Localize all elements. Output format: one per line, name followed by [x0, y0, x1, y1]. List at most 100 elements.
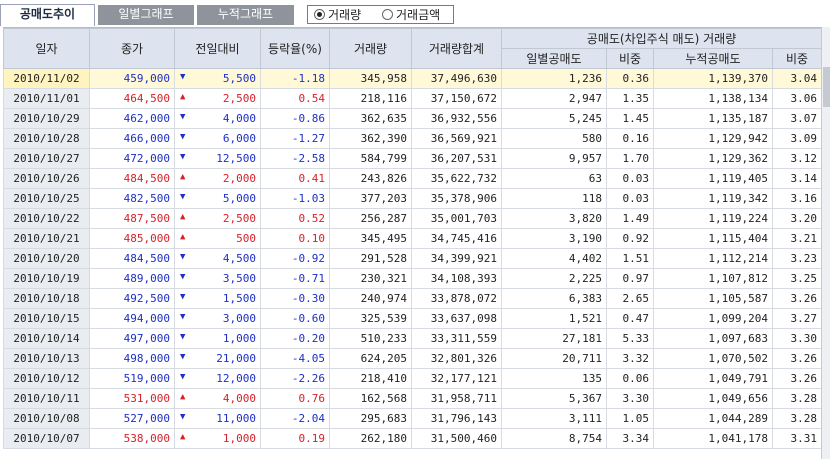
cumulative-volume-cell: 33,311,559: [411, 328, 502, 349]
change-cell: ▼ 21,000: [174, 348, 261, 369]
close-cell: 484,500: [89, 168, 175, 189]
change-value: 11,000: [216, 412, 256, 425]
cumulative-ratio-cell: 3.20: [771, 208, 823, 229]
table-row[interactable]: 2010/10/25 482,500 ▼ 5,000 -1.03 377,203 35,37…: [3, 188, 823, 209]
change-cell: ▲ 2,000: [174, 168, 261, 189]
tab-cumulative-graph[interactable]: 누적그래프: [197, 5, 294, 25]
date-cell: 2010/11/02: [3, 68, 90, 89]
close-cell: 485,000: [89, 228, 175, 249]
close-cell: 487,500: [89, 208, 175, 229]
header-rate[interactable]: 등락율(%): [260, 28, 330, 69]
cumulative-ratio-cell: 3.25: [771, 268, 823, 289]
volume-cell: 218,116: [329, 88, 412, 109]
daily-ratio-cell: 0.36: [606, 68, 654, 89]
cumulative-volume-cell: 37,496,630: [411, 68, 502, 89]
cumulative-short-cell: 1,049,791: [653, 368, 773, 389]
cumulative-short-cell: 1,070,502: [653, 348, 773, 369]
table-row[interactable]: 2010/10/14 497,000 ▼ 1,000 -0.20 510,233 33,31…: [3, 328, 823, 349]
rate-cell: 0.19: [260, 428, 330, 449]
cumulative-ratio-cell: 3.06: [771, 88, 823, 109]
cumulative-volume-cell: 36,569,921: [411, 128, 502, 149]
down-arrow-icon: ▼: [180, 152, 186, 162]
cumulative-ratio-cell: 3.07: [771, 108, 823, 129]
volume-cell: 362,390: [329, 128, 412, 149]
close-cell: 464,500: [89, 88, 175, 109]
volume-cell: 162,568: [329, 388, 412, 409]
radio-volume[interactable]: 거래량: [314, 8, 361, 22]
vertical-scrollbar[interactable]: [821, 27, 830, 459]
short-selling-table: 일자 종가 전일대비 등락율(%) 거래량 거래량합계 공매도(차입주식 매도)…: [3, 27, 823, 449]
cumulative-volume-cell: 34,745,416: [411, 228, 502, 249]
cumulative-volume-cell: 35,378,906: [411, 188, 502, 209]
radio-unchecked-icon: [382, 9, 393, 20]
table-row[interactable]: 2010/10/18 492,500 ▼ 1,500 -0.30 240,974 33,87…: [3, 288, 823, 309]
header-cumulative-ratio[interactable]: 비중: [771, 48, 823, 69]
cumulative-volume-cell: 36,932,556: [411, 108, 502, 129]
table-row[interactable]: 2010/10/11 531,000 ▲ 4,000 0.76 162,568 31,958…: [3, 388, 823, 409]
table-row[interactable]: 2010/10/15 494,000 ▼ 3,000 -0.60 325,539 33,63…: [3, 308, 823, 329]
table-row[interactable]: 2010/10/27 472,000 ▼ 12,500 -2.58 584,799 36,2…: [3, 148, 823, 169]
rate-cell: 0.76: [260, 388, 330, 409]
header-date[interactable]: 일자: [3, 28, 90, 69]
table-row[interactable]: 2010/11/01 464,500 ▲ 2,500 0.54 218,116 37,150…: [3, 88, 823, 109]
down-arrow-icon: ▼: [180, 112, 186, 122]
daily-ratio-cell: 0.97: [606, 268, 654, 289]
change-value: 4,000: [222, 392, 256, 405]
up-arrow-icon: ▲: [180, 172, 186, 182]
header-cumulative-short[interactable]: 누적공매도: [653, 48, 773, 69]
cumulative-short-cell: 1,049,656: [653, 388, 773, 409]
header-cumulative-volume[interactable]: 거래량합계: [411, 28, 502, 69]
table-row[interactable]: 2010/10/21 485,000 ▲ 500 0.10 345,495 34,745,4…: [3, 228, 823, 249]
table-row[interactable]: 2010/10/29 462,000 ▼ 4,000 -0.86 362,635 36,93…: [3, 108, 823, 129]
tab-daily-graph[interactable]: 일별그래프: [98, 5, 194, 25]
table-row[interactable]: 2010/10/22 487,500 ▲ 2,500 0.52 256,287 35,001…: [3, 208, 823, 229]
table-row[interactable]: 2010/10/12 519,000 ▼ 12,000 -2.26 218,410 32,1…: [3, 368, 823, 389]
daily-ratio-cell: 2.65: [606, 288, 654, 309]
daily-short-cell: 135: [501, 368, 607, 389]
table-row[interactable]: 2010/10/19 489,000 ▼ 3,500 -0.71 230,321 34,10…: [3, 268, 823, 289]
header-volume[interactable]: 거래량: [329, 28, 412, 69]
header-close[interactable]: 종가: [89, 28, 175, 69]
cumulative-volume-cell: 31,958,711: [411, 388, 502, 409]
cumulative-volume-cell: 36,207,531: [411, 148, 502, 169]
cumulative-volume-cell: 31,500,460: [411, 428, 502, 449]
close-cell: 527,000: [89, 408, 175, 429]
table-row[interactable]: 2010/11/02 459,000 ▼ 5,500 -1.18 345,958 37,49…: [3, 68, 823, 89]
radio-amount[interactable]: 거래금액: [382, 8, 440, 22]
daily-short-cell: 2,225: [501, 268, 607, 289]
header-change[interactable]: 전일대비: [174, 28, 261, 69]
rate-cell: -0.86: [260, 108, 330, 129]
header-daily-ratio[interactable]: 비중: [606, 48, 654, 69]
cumulative-volume-cell: 34,399,921: [411, 248, 502, 269]
volume-cell: 377,203: [329, 188, 412, 209]
date-cell: 2010/10/25: [3, 188, 90, 209]
cumulative-short-cell: 1,112,214: [653, 248, 773, 269]
table-row[interactable]: 2010/10/07 538,000 ▲ 1,000 0.19 262,180 31,500…: [3, 428, 823, 449]
scrollbar-thumb[interactable]: [823, 67, 830, 107]
change-cell: ▼ 3,500: [174, 268, 261, 289]
daily-short-cell: 6,383: [501, 288, 607, 309]
table-row[interactable]: 2010/10/08 527,000 ▼ 11,000 -2.04 295,683 31,7…: [3, 408, 823, 429]
table-row[interactable]: 2010/10/28 466,000 ▼ 6,000 -1.27 362,390 36,56…: [3, 128, 823, 149]
daily-short-cell: 9,957: [501, 148, 607, 169]
rate-cell: -4.05: [260, 348, 330, 369]
date-cell: 2010/10/12: [3, 368, 90, 389]
table-row[interactable]: 2010/10/13 498,000 ▼ 21,000 -4.05 624,205 32,8…: [3, 348, 823, 369]
daily-short-cell: 580: [501, 128, 607, 149]
change-cell: ▼ 4,500: [174, 248, 261, 269]
date-cell: 2010/10/21: [3, 228, 90, 249]
change-cell: ▲ 500: [174, 228, 261, 249]
cumulative-short-cell: 1,044,289: [653, 408, 773, 429]
header-short-selling-group: 공매도(차입주식 매도) 거래량: [500, 28, 823, 49]
daily-ratio-cell: 1.35: [606, 88, 654, 109]
rate-cell: 0.10: [260, 228, 330, 249]
change-cell: ▼ 4,000: [174, 108, 261, 129]
date-cell: 2010/10/27: [3, 148, 90, 169]
header-daily-short[interactable]: 일별공매도: [501, 48, 607, 69]
table-row[interactable]: 2010/10/20 484,500 ▼ 4,500 -0.92 291,528 34,39…: [3, 248, 823, 269]
tab-short-selling-trend[interactable]: 공매도추이: [0, 4, 95, 26]
cumulative-volume-cell: 35,001,703: [411, 208, 502, 229]
table-row[interactable]: 2010/10/26 484,500 ▲ 2,000 0.41 243,826 35,622…: [3, 168, 823, 189]
cumulative-ratio-cell: 3.28: [771, 388, 823, 409]
close-cell: 466,000: [89, 128, 175, 149]
